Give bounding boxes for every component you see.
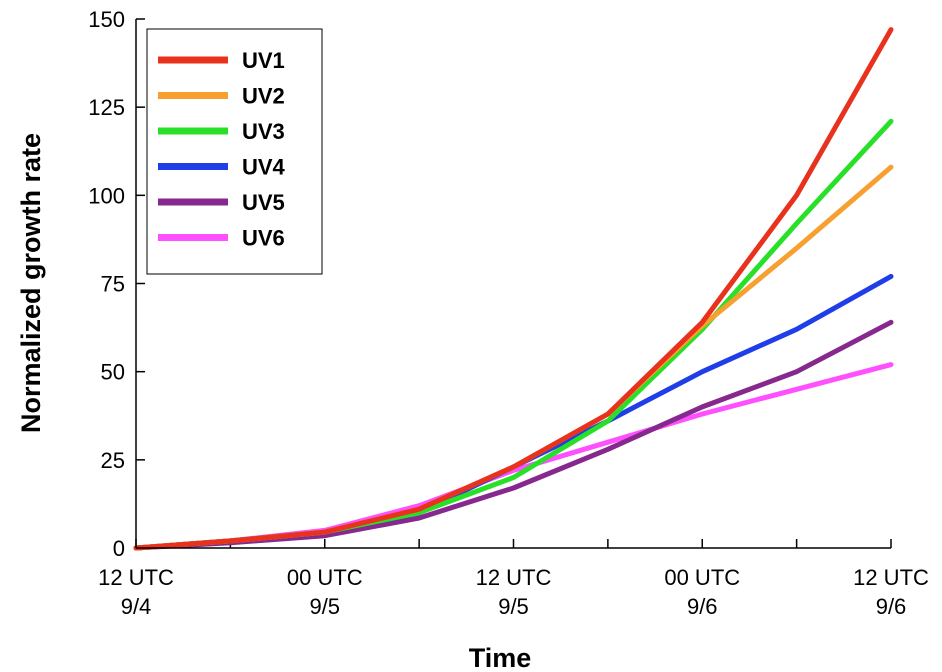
legend: UV1 UV2 UV3 UV4 UV5 UV6: [146, 28, 323, 275]
legend-label-uv6: UV6: [242, 226, 285, 251]
x-axis-title: Time: [469, 643, 532, 672]
x-tick-label-date: 9/6: [687, 594, 718, 619]
legend-label-uv3: UV3: [242, 119, 285, 144]
y-tick-label: 25: [101, 448, 125, 473]
y-tick-label: 125: [88, 95, 125, 120]
y-tick-label: 150: [88, 7, 125, 32]
y-tick-label: 75: [101, 272, 125, 297]
x-tick-label-time: 12 UTC: [98, 565, 174, 590]
legend-box: [146, 28, 323, 275]
x-tick-label-date: 9/4: [121, 594, 152, 619]
x-axis-ticks: 12 UTC 9/4 00 UTC 9/5 12 UTC 9/5 00 UTC 9/6 12 U…: [98, 539, 929, 619]
series-line-uv6: [133, 362, 894, 551]
x-tick-label-time: 12 UTC: [476, 565, 552, 590]
x-tick-label-date: 9/5: [498, 594, 529, 619]
axes: [135, 19, 891, 549]
x-tick-label-time: 12 UTC: [853, 565, 929, 590]
y-tick-label: 0: [113, 536, 125, 561]
legend-label-uv4: UV4: [242, 155, 286, 180]
y-axis-ticks: 0 25 50 75 100 125 150: [88, 7, 145, 561]
series-line-uv4: [133, 273, 894, 551]
series-line-uv5: [133, 319, 894, 551]
y-tick-label: 100: [88, 183, 125, 208]
series-line-uv1: [133, 27, 894, 551]
legend-label-uv2: UV2: [242, 84, 285, 109]
x-tick-label-time: 00 UTC: [664, 565, 740, 590]
legend-label-uv5: UV5: [242, 190, 285, 215]
x-tick-label-date: 9/5: [309, 594, 340, 619]
y-tick-label: 50: [101, 360, 125, 385]
y-axis-title: Normalized growth rate: [16, 133, 46, 433]
legend-label-uv1: UV1: [242, 48, 285, 73]
series-lines: [133, 27, 894, 551]
x-tick-label-date: 9/6: [876, 594, 907, 619]
x-tick-label-time: 00 UTC: [287, 565, 363, 590]
